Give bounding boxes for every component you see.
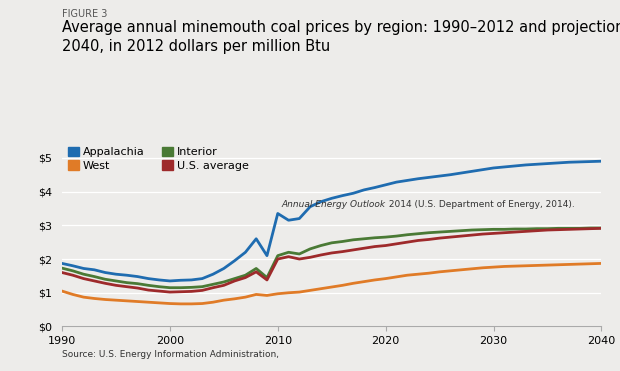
Legend: Appalachia, West, Interior, U.S. average: Appalachia, West, Interior, U.S. average bbox=[68, 147, 249, 171]
Text: Annual Energy Outlook: Annual Energy Outlook bbox=[282, 200, 386, 209]
Text: Average annual minemouth coal prices by region: 1990–2012 and projections to: Average annual minemouth coal prices by … bbox=[62, 20, 620, 35]
Text: Source: U.S. Energy Information Administration,: Source: U.S. Energy Information Administ… bbox=[62, 350, 282, 359]
Text: 2014 (U.S. Department of Energy, 2014).: 2014 (U.S. Department of Energy, 2014). bbox=[386, 200, 575, 209]
Text: FIGURE 3: FIGURE 3 bbox=[62, 9, 107, 19]
Text: 2040, in 2012 dollars per million Btu: 2040, in 2012 dollars per million Btu bbox=[62, 39, 330, 54]
